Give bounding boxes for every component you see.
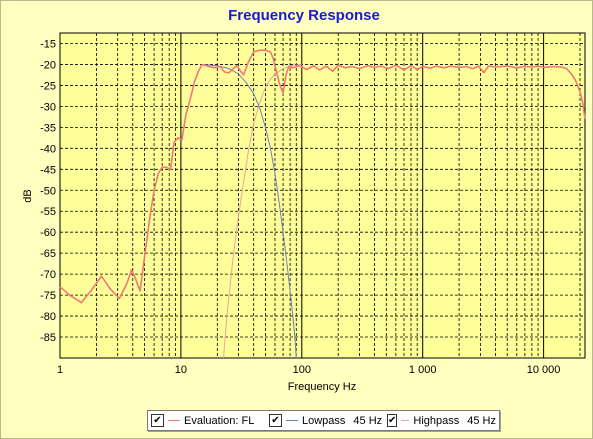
y-tick-label: -50	[40, 185, 56, 197]
series-line-evaluation	[59, 49, 586, 304]
x-tick-label: 10	[175, 364, 187, 376]
y-tick-label: -65	[40, 248, 56, 260]
y-tick-label: -15	[40, 38, 56, 50]
legend-item-highpass[interactable]: ✔ Highpass 45 Hz	[384, 411, 496, 430]
checkbox-lowpass[interactable]: ✔	[269, 414, 282, 427]
x-tick-label: 10 000	[527, 364, 561, 376]
checkbox-evaluation[interactable]: ✔	[151, 414, 164, 427]
grid	[60, 33, 585, 358]
legend-filter-lowpass: 45 Hz	[353, 414, 383, 427]
legend: ✔ Evaluation: FL ✔ Lowpass 45 Hz ✔ Highp…	[147, 410, 500, 431]
x-tick-label: 100	[293, 364, 311, 376]
legend-label-lowpass: Lowpass	[302, 414, 346, 427]
y-tick-label: -60	[40, 227, 56, 239]
y-tick-label: -55	[40, 206, 56, 218]
swatch-evaluation	[168, 420, 180, 421]
y-tick-label: -70	[40, 269, 56, 281]
checkbox-highpass[interactable]: ✔	[387, 414, 398, 427]
x-tick-label: 1 000	[409, 364, 437, 376]
chart-title: Frequency Response	[228, 7, 380, 24]
y-tick-label: -40	[40, 143, 56, 155]
y-tick-label: -30	[40, 101, 56, 113]
series-line-lowpass	[202, 64, 297, 359]
y-tick-label: -25	[40, 80, 56, 92]
plot-area	[59, 32, 586, 359]
x-axis-label: Frequency Hz	[288, 381, 356, 393]
series-group	[59, 49, 586, 359]
y-tick-label: -20	[40, 59, 56, 71]
series-line-highpass	[223, 64, 302, 359]
y-tick-label: -75	[40, 290, 56, 302]
legend-item-evaluation[interactable]: ✔ Evaluation: FL	[148, 411, 266, 430]
x-tick-label: 1	[57, 364, 63, 376]
swatch-lowpass	[286, 420, 298, 421]
swatch-highpass	[401, 420, 410, 421]
y-tick-label: -45	[40, 164, 56, 176]
tick-labels: -15 -20 -25 -30 -35 -40 -45 -50 -55 -60 -65 -70 -75 -…	[40, 38, 560, 376]
y-tick-label: -35	[40, 122, 56, 134]
y-axis-label: dB	[22, 189, 34, 202]
legend-filter-highpass: 45 Hz	[467, 414, 496, 427]
legend-item-lowpass[interactable]: ✔ Lowpass 45 Hz	[266, 411, 384, 430]
legend-label-evaluation: Evaluation: FL	[184, 414, 255, 427]
y-tick-label: -85	[40, 332, 56, 344]
legend-label-highpass: Highpass	[413, 414, 460, 427]
y-tick-label: -80	[40, 311, 56, 323]
